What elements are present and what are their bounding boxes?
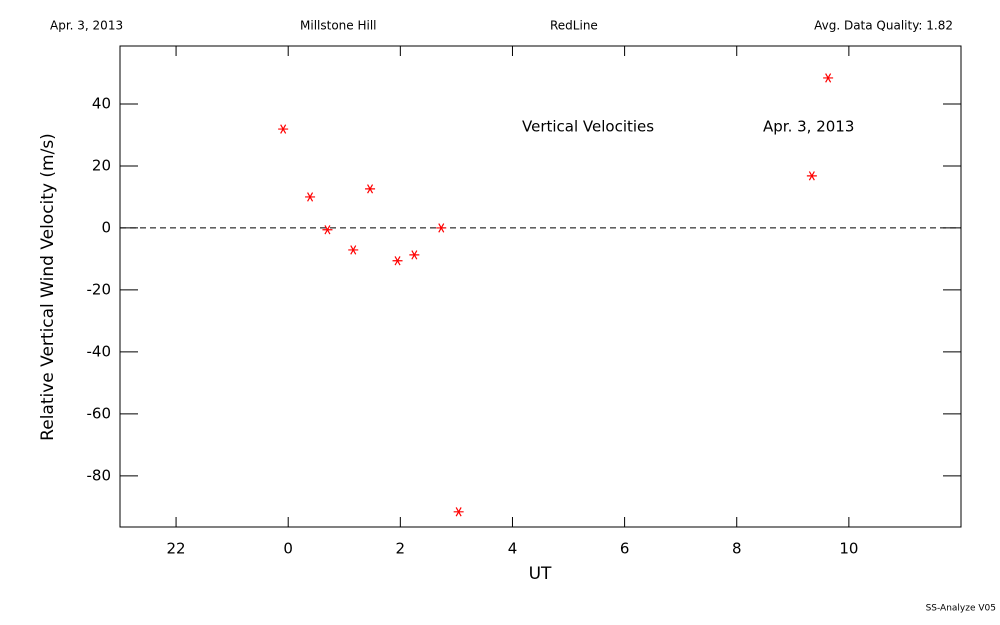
y-tick-label: -40 [87, 342, 112, 360]
x-tick-label: 2 [396, 540, 406, 558]
data-point [409, 250, 420, 260]
header-instrument: RedLine [550, 19, 598, 33]
y-tick-label: -60 [87, 404, 112, 422]
y-axis-label: Relative Vertical Wind Velocity (m/s) [38, 133, 58, 441]
data-point [322, 225, 333, 235]
x-axis-label: UT [529, 564, 552, 584]
header-site: Millstone Hill [300, 19, 376, 33]
header-quality: Avg. Data Quality: 1.82 [814, 19, 953, 33]
y-tick-label: 0 [101, 218, 111, 236]
data-point [806, 171, 817, 181]
x-tick-label: 4 [508, 540, 518, 558]
x-tick-label: 8 [732, 540, 742, 558]
y-tick-label: 20 [92, 156, 111, 174]
y-tick-label: 40 [92, 94, 111, 112]
data-point [305, 192, 316, 202]
y-tick-label: -20 [87, 280, 112, 298]
x-tick-label: 0 [283, 540, 293, 558]
data-point [453, 507, 464, 517]
x-tick-label: 6 [620, 540, 630, 558]
y-tick-label: -80 [87, 466, 112, 484]
data-point [392, 256, 403, 266]
annotation: Apr. 3, 2013 [763, 118, 854, 136]
x-tick-label: 22 [167, 540, 186, 558]
data-point [365, 184, 376, 194]
data-point [823, 73, 834, 83]
data-point [436, 223, 447, 233]
data-point [278, 124, 289, 134]
data-point [348, 245, 359, 255]
annotation: Vertical Velocities [522, 118, 654, 136]
footer: SS-Analyze V05 [926, 604, 996, 614]
plot-frame [119, 45, 962, 528]
header-date: Apr. 3, 2013 [50, 19, 123, 33]
x-tick-label: 10 [839, 540, 858, 558]
